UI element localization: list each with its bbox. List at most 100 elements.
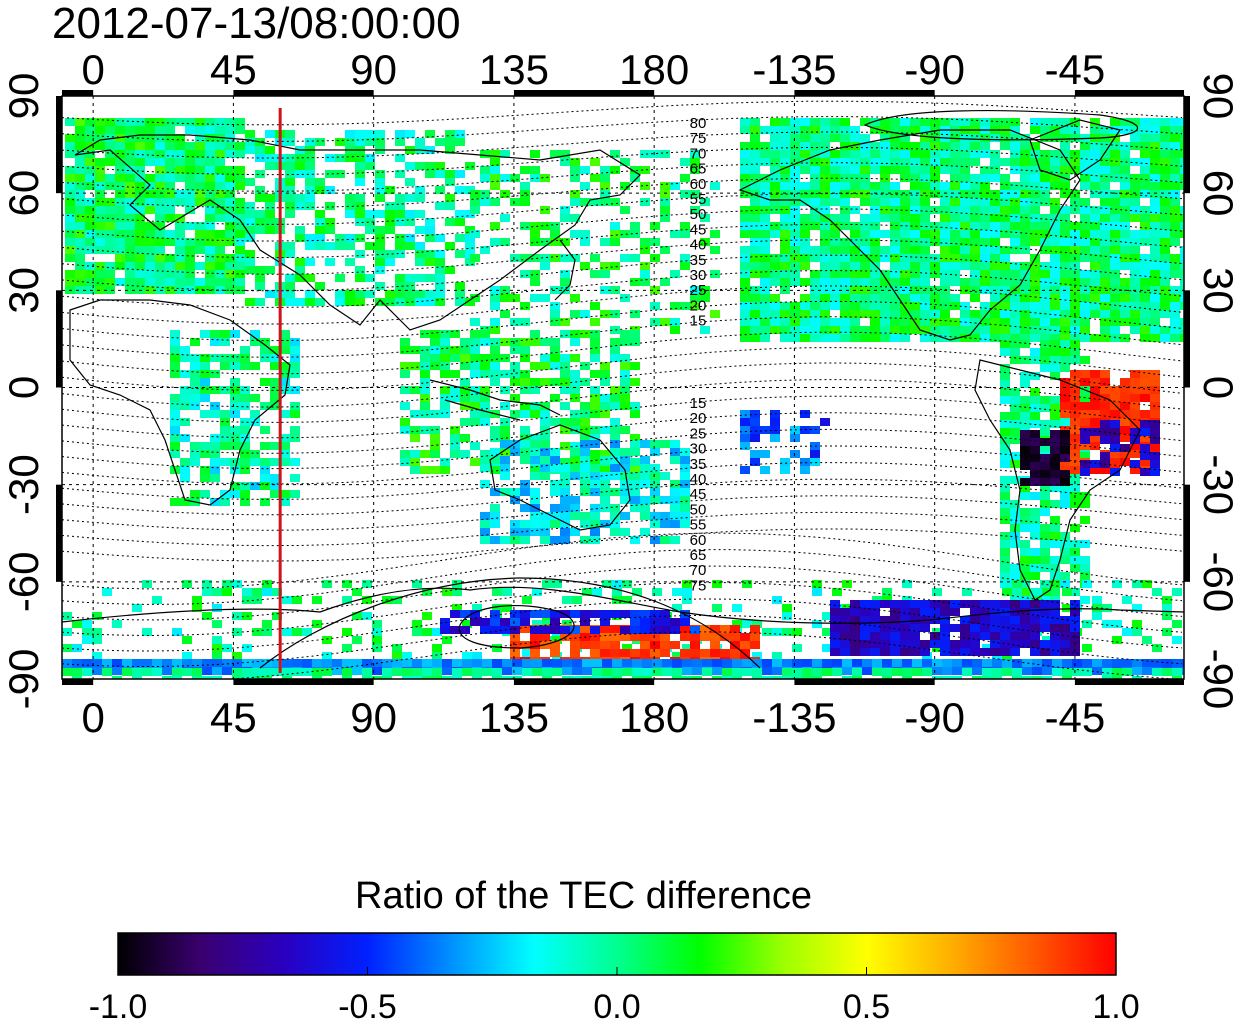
contour-label-south: 65	[690, 547, 707, 564]
contour-label-south: 40	[690, 471, 707, 488]
contour-line	[62, 549, 1183, 605]
contour-line	[62, 208, 1183, 242]
axis-labels: 0 0 45 45 90 90 135 135 180 180 -135 -135 -90 -90 -45 -…	[0, 46, 1240, 741]
lon-tick-label-bottom: 135	[479, 694, 549, 741]
contour-label-north: 60	[690, 176, 707, 193]
frame-bar-top	[1074, 90, 1184, 96]
colorbar-tick-label: -0.5	[338, 988, 397, 1024]
frame-bar-bottom	[794, 679, 935, 685]
lon-tick-label-top: 90	[350, 46, 397, 93]
contour-line	[62, 285, 1183, 325]
coastline-south-america	[974, 359, 1141, 601]
contour-label-north: 15	[690, 313, 707, 330]
contour-line	[62, 331, 1183, 375]
contour-label-north: 30	[690, 267, 707, 284]
contour-line	[62, 362, 1183, 408]
lat-tick-label-right: -60	[1195, 551, 1240, 612]
contour-line	[62, 116, 1183, 142]
contour-line	[223, 631, 1183, 679]
contour-label-south: 20	[690, 410, 707, 427]
contour-label-north: 45	[690, 221, 707, 238]
map-title: 2012-07-13/08:00:00	[52, 0, 461, 48]
contour-label-north: 50	[690, 206, 707, 223]
lat-tick-label-left: -90	[0, 649, 47, 710]
lat-tick-label-left: 90	[0, 73, 47, 120]
contour-label-south: 35	[690, 456, 707, 473]
coastline-antarctica	[62, 586, 1184, 624]
coastline-antarctic-arc	[259, 577, 761, 669]
coastline-greenland	[1029, 119, 1121, 181]
frame-bar-bottom	[513, 679, 655, 685]
contour-line	[62, 582, 1183, 637]
contour-line	[62, 193, 1183, 225]
frame-bar-top	[62, 90, 94, 96]
frame-bar-top	[794, 90, 935, 96]
contour-line	[62, 615, 1183, 667]
lat-tick-label-left: 30	[0, 267, 47, 314]
frame-bar-left	[56, 96, 62, 194]
coastline-indonesia	[429, 379, 561, 421]
coastline-africa	[69, 299, 291, 506]
coastline-south-pole-oval	[458, 604, 575, 649]
colorbar-title: Ratio of the TEC difference	[355, 875, 812, 917]
contour-label-north: 65	[690, 161, 707, 178]
contour-line	[62, 300, 1183, 342]
lon-tick-label-bottom: 90	[350, 694, 397, 741]
contour-line	[62, 395, 1183, 439]
contour-line	[62, 412, 1183, 454]
tec-ratio-data-layer	[62, 118, 1184, 679]
contour-line	[62, 428, 1183, 470]
frame-bar-left	[56, 484, 62, 582]
contour-label-south: 30	[690, 441, 707, 458]
lat-tick-label-left: -60	[0, 551, 47, 612]
lon-tick-label-bottom: 180	[619, 694, 689, 741]
contour-line	[62, 495, 1183, 531]
contour-labels: 8075706560555045403530252015152025303540…	[690, 115, 707, 594]
contour-label-south: 25	[690, 425, 707, 442]
lat-tick-label-right: 0	[1195, 376, 1240, 399]
colorbar-tick-label: -1.0	[89, 988, 148, 1024]
contour-line	[62, 316, 1183, 358]
frame-bar-right	[1184, 96, 1190, 194]
contour-line	[62, 598, 1183, 652]
contour-label-north: 80	[690, 115, 707, 132]
magnetic-latitude-contours	[62, 100, 1183, 679]
frame-bar-top	[513, 90, 655, 96]
contour-line	[62, 532, 1183, 590]
frame-bar-bottom	[233, 679, 374, 685]
lat-tick-label-left: 60	[0, 170, 47, 217]
contour-line	[62, 478, 1183, 516]
contour-label-south: 70	[690, 562, 707, 579]
contour-line	[62, 347, 1183, 391]
contour-line	[62, 131, 1183, 159]
frame-bar-right	[1184, 290, 1190, 388]
frame-bar-bottom	[1074, 679, 1184, 685]
coastline-eurasia	[74, 134, 641, 331]
lat-tick-label-right: 30	[1195, 267, 1240, 314]
coastline-australia	[489, 424, 631, 531]
contour-label-south: 50	[690, 501, 707, 518]
contour-line	[62, 565, 1183, 621]
coastline-japan	[554, 239, 576, 301]
contour-line	[62, 511, 1183, 547]
contour-line	[62, 270, 1183, 308]
contour-line	[62, 223, 1183, 259]
lon-tick-label-top: -90	[904, 46, 965, 93]
contour-label-south: 45	[690, 486, 707, 503]
contour-line	[62, 528, 1183, 562]
frame-bar-right	[1184, 484, 1190, 582]
contour-label-north: 20	[690, 297, 707, 314]
contour-label-south: 55	[690, 517, 707, 534]
contour-label-south: 15	[690, 395, 707, 412]
contour-line	[62, 100, 1183, 126]
contour-label-north: 70	[690, 145, 707, 162]
frame-bar-left	[56, 290, 62, 388]
contour-label-south: 75	[690, 577, 707, 594]
contour-line	[62, 177, 1183, 209]
lon-tick-label-top: 45	[210, 46, 257, 93]
contour-line	[62, 162, 1183, 192]
lat-tick-label-right: -90	[1195, 649, 1240, 710]
contour-line	[62, 462, 1183, 500]
frame-ticks	[56, 90, 1190, 685]
lon-tick-label-top: -135	[752, 46, 836, 93]
